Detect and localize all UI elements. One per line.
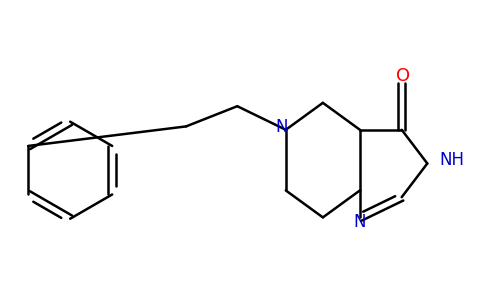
Text: N: N xyxy=(275,118,288,136)
Text: O: O xyxy=(396,67,410,85)
Text: NH: NH xyxy=(439,151,465,169)
Text: N: N xyxy=(354,213,366,231)
